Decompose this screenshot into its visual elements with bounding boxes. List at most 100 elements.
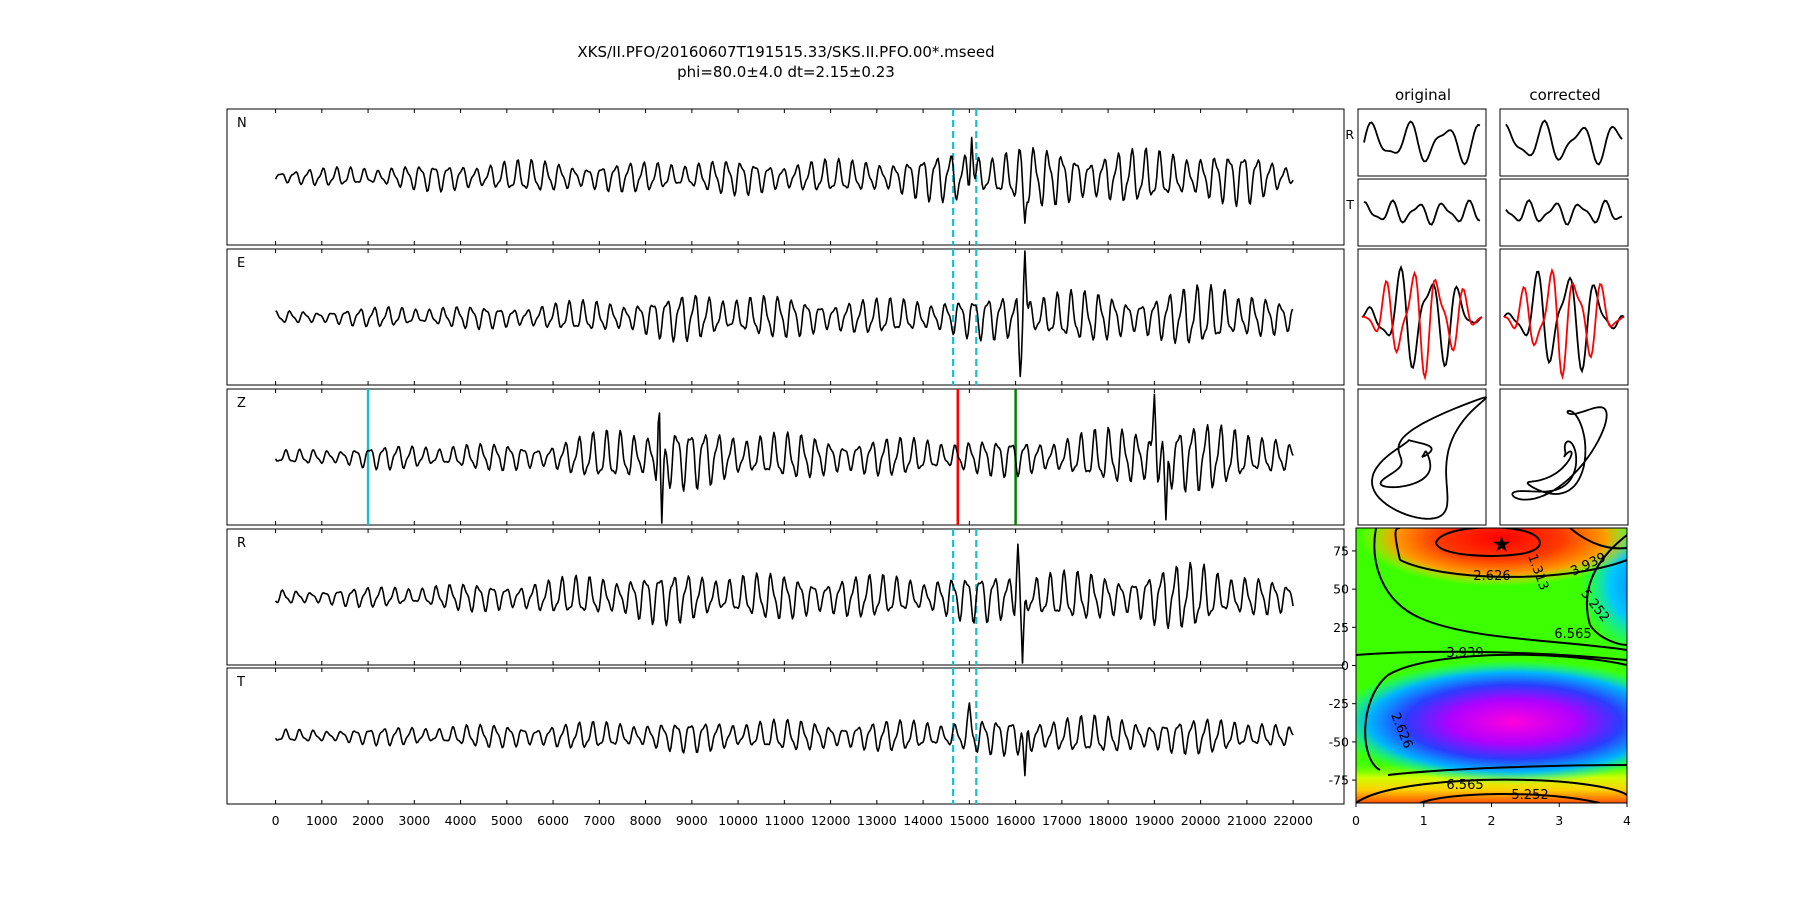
contour-2626-bottom [1419,793,1601,803]
particle-motion [1371,396,1488,520]
component-trace [1363,199,1481,226]
trace-line [275,250,1294,378]
y-tick-label: -25 [1329,696,1349,711]
x-tick-label: 1000 [306,813,338,828]
particle-panel [1499,108,1629,177]
panel-label: T [236,675,245,690]
x-tick-label: 9000 [676,813,708,828]
y-tick-label: 0 [1341,658,1349,673]
contour-label: 3.939 [1446,646,1483,661]
error-surface: 1.313 2.626 3.939 5.252 6.565 3.939 2.62… [1329,527,1631,828]
x-tick-label: 19000 [1134,813,1174,828]
time-axis: 0 1000 2000 3000 4000 5000 6000 7000 8000 9000 100… [272,813,1313,828]
y-tick-label: 75 [1333,543,1349,558]
x-tick-label: 1 [1420,813,1428,828]
x-tick-label: 7000 [583,813,615,828]
trace-panel-n: N [226,108,1345,246]
best-fit-star-icon: ★ [1492,532,1512,557]
surface-high-lobe [1356,660,1627,784]
particle-panel [1357,388,1488,526]
seismogram-traces: N E Z R T [226,108,1345,805]
x-tick-label: 8000 [630,813,662,828]
component-trace [1363,120,1481,166]
trace-line [274,393,1294,524]
x-tick-label: 5000 [491,813,523,828]
contour-3939-bottom [1356,778,1627,803]
x-tick-label: 4000 [445,813,477,828]
contour-6565-bottom [1364,653,1627,776]
row-label: T [1345,197,1354,212]
x-tick-label: 6000 [537,813,569,828]
contour-label: 5.252 [1511,788,1548,803]
panel-frame [1499,178,1629,247]
overlay-trace [1361,264,1483,370]
panel-frame [1499,108,1629,177]
particle-motion-panels: RT [1345,108,1629,526]
x-tick-label: 15000 [949,813,989,828]
y-tick-label: -75 [1329,773,1349,788]
overlay-trace [1361,270,1483,381]
trace-line [274,543,1294,664]
x-tick-label: 22000 [1273,813,1313,828]
y-tick-label: 50 [1333,582,1349,597]
x-tick-label: 2000 [352,813,384,828]
component-trace [1505,198,1623,226]
panel-label: N [237,116,247,131]
x-tick-label: 12000 [811,813,851,828]
trace-line [274,136,1294,224]
contour-1313 [1434,528,1541,557]
x-tick-label: 0 [1352,813,1360,828]
panel-label: R [237,536,246,551]
trace-panel-z: Z [226,388,1345,526]
contour-label: 2.626 [1473,569,1510,584]
figure-title: XKS/II.PFO/20160607T191515.33/SKS.II.PFO… [577,43,994,61]
x-tick-label: 11000 [764,813,804,828]
trace-panel-t: T [226,667,1345,805]
contour-label: 6.565 [1446,778,1483,793]
particle-panel [1499,178,1629,247]
x-tick-label: 14000 [903,813,943,828]
y-tick-label: -50 [1329,734,1349,749]
trace-line [274,702,1294,777]
component-trace [1505,119,1623,166]
panel-label: Z [237,396,246,411]
overlay-trace [1503,267,1625,381]
x-tick-label: 4 [1623,813,1631,828]
row-label: R [1345,127,1354,142]
particle-panel [1499,388,1629,526]
contour-5252 [1356,650,1627,661]
x-tick-label: 18000 [1088,813,1128,828]
trace-panel-r: R [226,528,1345,666]
overlay-trace [1503,270,1625,374]
contour-6565-top [1585,534,1627,646]
contour-label: 6.565 [1554,627,1591,642]
x-tick-label: 13000 [857,813,897,828]
y-tick-label: 25 [1333,620,1349,635]
particle-panel [1357,248,1487,386]
panel-label: E [237,256,245,271]
panel-frame [1357,108,1487,177]
column-label-original: original [1395,86,1451,104]
panel-frame [1357,178,1487,247]
x-tick-label: 0 [272,813,280,828]
contour-3939 [1373,528,1627,651]
panel-frame [226,108,1345,246]
panel-frame [226,528,1345,666]
x-tick-label: 17000 [1042,813,1082,828]
x-tick-label: 21000 [1227,813,1267,828]
particle-panel [1499,248,1629,386]
x-tick-label: 3000 [398,813,430,828]
particle-panel: R [1345,108,1487,177]
x-tick-label: 16000 [996,813,1036,828]
surface-axes: 0 1 2 3 4 -75 -50 -25 0 25 50 75 [1329,543,1631,828]
figure-subtitle: phi=80.0±4.0 dt=2.15±0.23 [677,63,895,81]
trace-panel-e: E [226,248,1345,386]
particle-panel: T [1345,178,1487,247]
x-tick-label: 3 [1555,813,1563,828]
surface-minimum [1360,528,1627,586]
x-tick-label: 10000 [718,813,758,828]
x-tick-label: 2 [1488,813,1496,828]
particle-motion [1511,406,1608,501]
column-label-corrected: corrected [1529,86,1600,104]
